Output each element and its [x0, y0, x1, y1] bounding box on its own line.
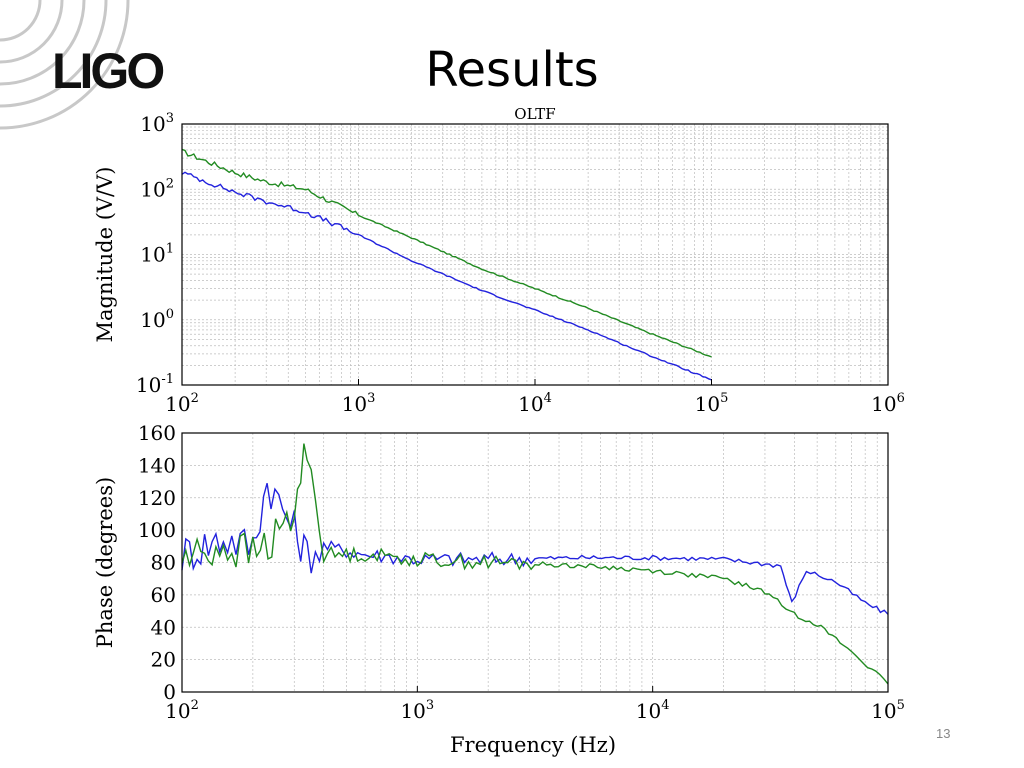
y-tick-label: 40 — [151, 615, 176, 639]
series-line-0 — [181, 148, 712, 358]
y-tick-label: 20 — [151, 648, 176, 672]
y-tick-label: 60 — [151, 583, 176, 607]
grid — [181, 124, 888, 386]
series-line-1 — [181, 443, 889, 685]
x-tick-label: 105 — [695, 391, 729, 416]
series-line-0 — [181, 483, 889, 615]
x-tick-label: 102 — [165, 391, 199, 416]
y-axis-label: Magnitude (V/V) — [93, 166, 117, 342]
y-tick-label: 0 — [163, 680, 176, 704]
y-tick-label: 140 — [138, 453, 176, 477]
x-tick-label: 104 — [636, 698, 670, 723]
x-tick-label: 103 — [342, 391, 376, 416]
y-tick-label: 120 — [138, 486, 176, 510]
y-tick-label: 101 — [140, 242, 174, 267]
y-tick-label: 100 — [140, 307, 174, 332]
x-tick-label: 103 — [400, 698, 434, 723]
x-tick-label: 104 — [518, 391, 552, 416]
y-tick-label: 100 — [138, 518, 176, 542]
x-tick-label: 102 — [165, 698, 199, 723]
grid — [181, 432, 888, 693]
x-axis-label: Frequency (Hz) — [450, 733, 616, 757]
y-tick-label: 80 — [151, 551, 176, 575]
y-tick-label: 103 — [140, 111, 174, 136]
series-line-1 — [181, 171, 712, 381]
y-tick-label: 102 — [140, 176, 174, 201]
slide-title: Results — [425, 42, 599, 98]
plot-phase: 102 103 104 105 0 20 40 60 80 100 120 140 160 Phase (… — [93, 421, 905, 757]
y-axis-label: Phase (degrees) — [93, 477, 117, 648]
y-tick-label: 160 — [138, 421, 176, 445]
plot-magnitude: 102 103 104 105 106 10-1 100 101 102 103 OLTF Magni… — [93, 105, 905, 416]
slide-number: 13 — [936, 726, 951, 741]
chart-title: OLTF — [514, 105, 555, 123]
x-tick-label: 105 — [871, 698, 905, 723]
plot-frame — [181, 432, 889, 693]
ligo-logo: LIGO — [52, 43, 165, 99]
y-tick-label: 10-1 — [136, 372, 174, 397]
x-tick-label: 106 — [871, 391, 905, 416]
